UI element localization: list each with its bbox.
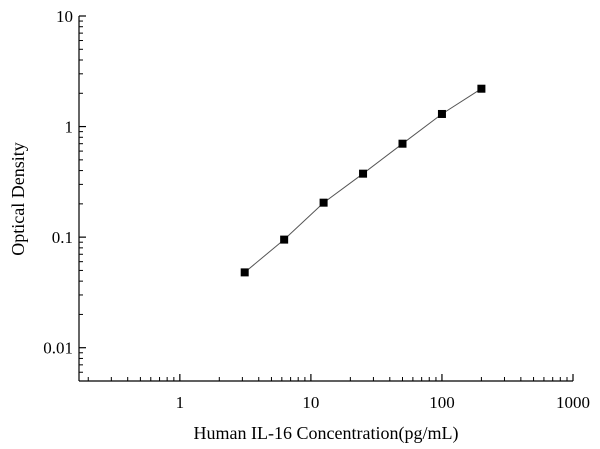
data-point bbox=[437, 109, 446, 118]
y-axis-title: Optical Density bbox=[8, 142, 28, 255]
y-tick-label: 0.01 bbox=[43, 339, 73, 358]
x-axis-ticks: 1 10 100 1000 bbox=[87, 374, 590, 412]
y-tick-label: 0.1 bbox=[52, 228, 73, 247]
y-tick-label: 1 bbox=[65, 118, 74, 137]
data-point bbox=[477, 84, 486, 93]
x-tick-label: 1 bbox=[176, 393, 185, 412]
data-point bbox=[359, 169, 368, 178]
data-point bbox=[280, 235, 289, 244]
data-points bbox=[240, 84, 486, 277]
data-point bbox=[240, 268, 249, 277]
data-point bbox=[398, 139, 407, 148]
y-axis-ticks: 0.01 0.1 1 10 bbox=[43, 7, 86, 373]
x-tick-label: 1000 bbox=[556, 393, 590, 412]
x-axis-title: Human IL-16 Concentration(pg/mL) bbox=[194, 423, 459, 444]
data-point bbox=[319, 198, 328, 207]
y-tick-label: 10 bbox=[56, 7, 73, 26]
x-tick-label: 10 bbox=[302, 393, 319, 412]
plot-frame bbox=[78, 16, 573, 382]
x-tick-label: 100 bbox=[429, 393, 455, 412]
